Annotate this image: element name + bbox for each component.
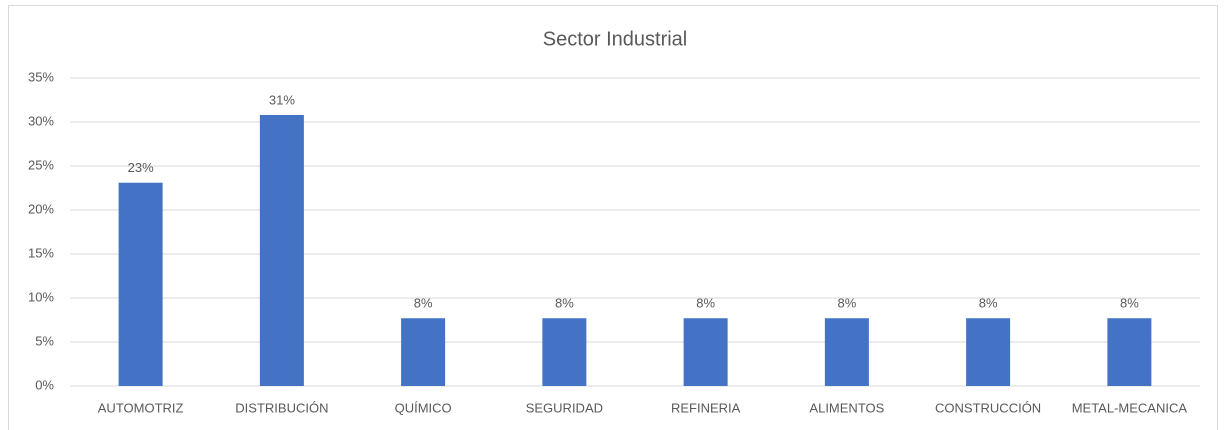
x-tick-label: QUÍMICO xyxy=(395,400,452,415)
x-tick-label: REFINERIA xyxy=(671,400,741,415)
y-tick-label: 0% xyxy=(35,377,54,392)
bar xyxy=(401,318,446,386)
bar xyxy=(542,318,587,386)
data-label: 8% xyxy=(837,296,856,311)
x-tick-label: METAL-MECANICA xyxy=(1072,400,1188,415)
chart-title: Sector Industrial xyxy=(543,28,688,50)
bar xyxy=(966,318,1011,386)
data-label: 31% xyxy=(269,92,295,107)
y-tick-label: 5% xyxy=(35,333,54,348)
x-tick-label: CONSTRUCCIÓN xyxy=(935,400,1041,415)
data-label: 8% xyxy=(696,296,715,311)
data-label: 23% xyxy=(128,160,154,175)
bar xyxy=(118,182,163,386)
bar xyxy=(259,114,304,387)
data-label: 8% xyxy=(555,296,574,311)
data-label: 8% xyxy=(414,296,433,311)
bar xyxy=(824,318,869,386)
y-tick-label: 10% xyxy=(28,289,54,304)
y-tick-label: 15% xyxy=(28,245,54,260)
y-tick-label: 20% xyxy=(28,201,54,216)
y-tick-label: 25% xyxy=(28,157,54,172)
chart-frame xyxy=(8,5,1218,430)
y-tick-label: 35% xyxy=(28,69,54,84)
bar xyxy=(1107,318,1152,386)
x-tick-label: DISTRIBUCIÓN xyxy=(235,400,328,415)
x-tick-label: AUTOMOTRIZ xyxy=(98,400,184,415)
y-tick-label: 30% xyxy=(28,113,54,128)
x-tick-label: SEGURIDAD xyxy=(526,400,603,415)
data-label: 8% xyxy=(1120,296,1139,311)
bar xyxy=(683,318,728,386)
data-label: 8% xyxy=(979,296,998,311)
x-tick-label: ALIMENTOS xyxy=(809,400,884,415)
